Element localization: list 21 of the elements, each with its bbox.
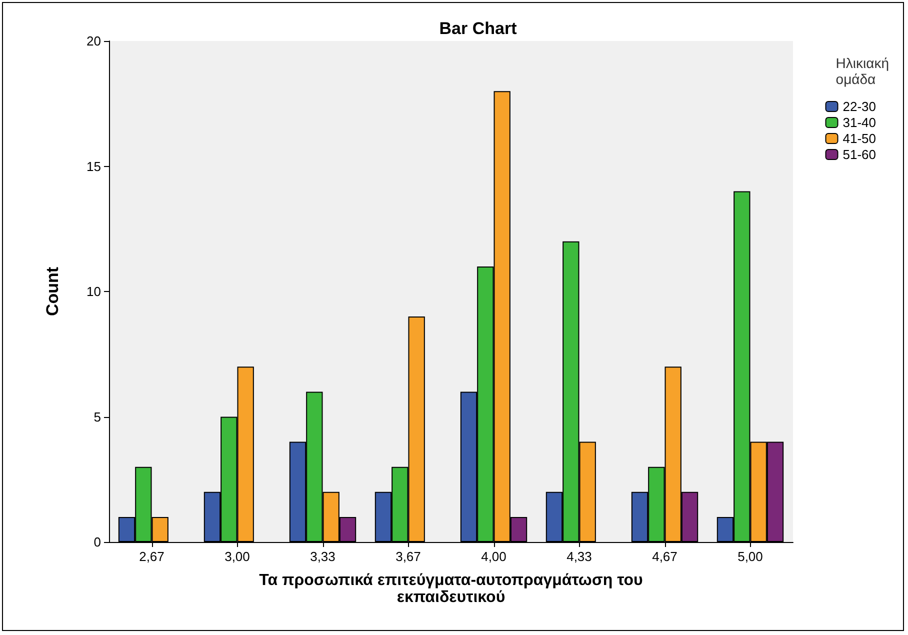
y-tick-label: 5 bbox=[94, 409, 101, 424]
x-tick-label: 5,00 bbox=[738, 549, 763, 564]
legend-label: 51-60 bbox=[842, 147, 876, 162]
y-tick-label: 10 bbox=[86, 284, 101, 299]
x-tick-label: 4,33 bbox=[566, 549, 592, 564]
x-tick-label: 2,67 bbox=[139, 549, 164, 564]
x-tick-label: 3,33 bbox=[310, 549, 336, 564]
legend-title: Ηλικιακή ομάδα bbox=[836, 55, 890, 87]
x-tick-label: 3,00 bbox=[224, 549, 250, 564]
x-tick-label: 4,00 bbox=[481, 549, 506, 564]
y-axis-title: Count bbox=[43, 266, 62, 316]
x-axis-title: Τα προσωπικά επιτεύγματα-αυτοπραγμάτωση του εκπαιδευτικού bbox=[259, 572, 643, 606]
y-tick-label: 15 bbox=[86, 158, 101, 174]
x-tick-label: 3,67 bbox=[396, 549, 421, 564]
y-tick-label: 0 bbox=[94, 534, 101, 550]
x-tick-label: 4,67 bbox=[652, 549, 678, 564]
chart-title: Bar Chart bbox=[439, 19, 518, 38]
legend-label: 31-40 bbox=[842, 115, 876, 130]
legend-label: 22-30 bbox=[842, 99, 876, 114]
y-tick-label: 20 bbox=[86, 34, 101, 48]
legend-label: 41-50 bbox=[842, 131, 876, 146]
